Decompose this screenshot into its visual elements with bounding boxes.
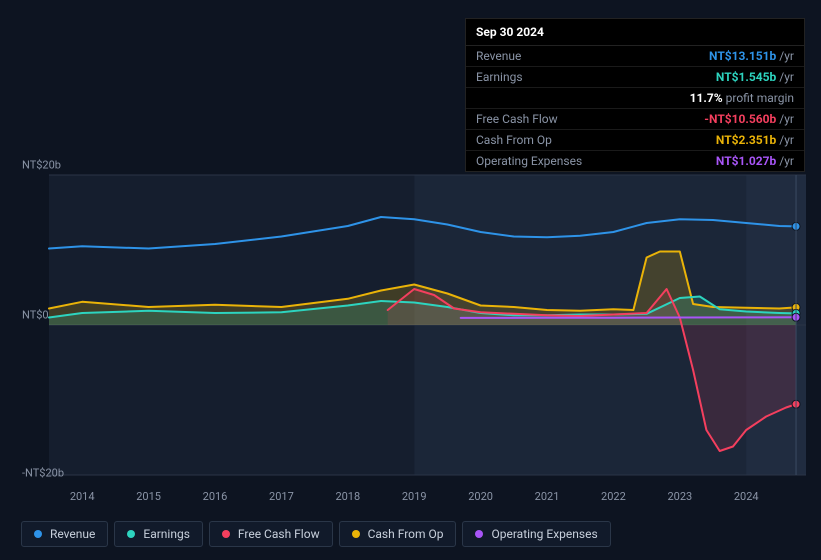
- legend-item-label: Cash From Op: [368, 527, 444, 541]
- chart-legend: Revenue Earnings Free Cash Flow Cash From O…: [21, 521, 611, 547]
- legend-item-label: Free Cash Flow: [238, 527, 320, 541]
- tooltip-row-label: Revenue: [476, 49, 709, 63]
- legend-item-label: Revenue: [50, 527, 95, 541]
- y-axis-label: -NT$20b: [22, 467, 64, 480]
- tooltip-row-value: NT$1.545b/yr: [716, 70, 794, 84]
- chart-root: { "tooltip": { "date": "Sep 30 2024", "r…: [0, 0, 821, 560]
- x-axis-label: 2022: [601, 490, 626, 503]
- tooltip-row-label: Earnings: [476, 70, 716, 84]
- tooltip-date: Sep 30 2024: [466, 19, 804, 46]
- tooltip-row-value: -NT$10.560b/yr: [704, 112, 794, 126]
- tooltip-row-value: NT$2.351b/yr: [716, 133, 794, 147]
- x-axis-label: 2017: [269, 490, 294, 503]
- x-axis-label: 2016: [203, 490, 228, 503]
- legend-item-label: Earnings: [143, 527, 190, 541]
- x-axis-label: 2015: [136, 490, 161, 503]
- x-axis-label: 2020: [468, 490, 493, 503]
- legend-item-label: Operating Expenses: [491, 527, 597, 541]
- legend-item-cash-from-op[interactable]: Cash From Op: [339, 521, 457, 547]
- tooltip-row-value: NT$13.151b/yr: [709, 49, 794, 63]
- tooltip-row: 11.7%profit margin: [466, 88, 804, 109]
- tooltip-row: Cash From OpNT$2.351b/yr: [466, 130, 804, 151]
- chart-svg: [16, 160, 806, 520]
- x-axis-label: 2018: [335, 490, 360, 503]
- legend-dot-icon: [352, 530, 360, 538]
- legend-dot-icon: [222, 530, 230, 538]
- tooltip-row-value: 11.7%profit margin: [690, 91, 794, 105]
- legend-dot-icon: [34, 530, 42, 538]
- y-axis-label: NT$20b: [22, 159, 61, 172]
- tooltip-row-label: Cash From Op: [476, 133, 716, 147]
- x-axis-label: 2019: [402, 490, 427, 503]
- legend-item-earnings[interactable]: Earnings: [114, 521, 203, 547]
- tooltip-row: EarningsNT$1.545b/yr: [466, 67, 804, 88]
- financials-chart[interactable]: NT$20bNT$0-NT$20b 2014201520162017201820…: [16, 160, 806, 475]
- legend-dot-icon: [127, 530, 135, 538]
- tooltip-row-label: Free Cash Flow: [476, 112, 704, 126]
- y-axis-label: NT$0: [22, 309, 49, 322]
- chart-tooltip: Sep 30 2024 RevenueNT$13.151b/yrEarnings…: [465, 18, 805, 172]
- x-axis-label: 2024: [734, 490, 759, 503]
- tooltip-row: RevenueNT$13.151b/yr: [466, 46, 804, 67]
- legend-item-revenue[interactable]: Revenue: [21, 521, 108, 547]
- legend-item-operating-expenses[interactable]: Operating Expenses: [462, 521, 610, 547]
- tooltip-rows: RevenueNT$13.151b/yrEarningsNT$1.545b/yr…: [466, 46, 804, 171]
- x-axis-label: 2014: [70, 490, 95, 503]
- legend-item-free-cash-flow[interactable]: Free Cash Flow: [209, 521, 333, 547]
- x-axis-label: 2021: [535, 490, 560, 503]
- x-axis-label: 2023: [667, 490, 692, 503]
- legend-dot-icon: [475, 530, 483, 538]
- tooltip-row-label: [476, 91, 690, 105]
- tooltip-row: Free Cash Flow-NT$10.560b/yr: [466, 109, 804, 130]
